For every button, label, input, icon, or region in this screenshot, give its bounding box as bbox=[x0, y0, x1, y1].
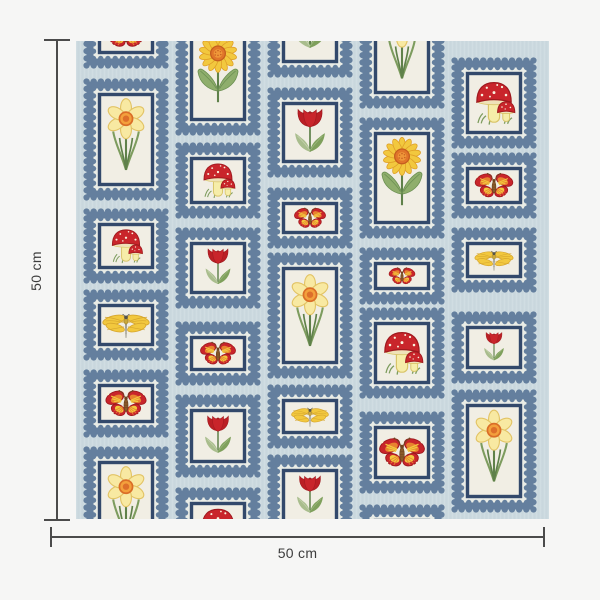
stamp-daffodil bbox=[359, 41, 445, 109]
stamp-butterfly bbox=[83, 41, 169, 69]
width-dimension-label: 50 cm bbox=[277, 545, 318, 561]
stamp-tulip bbox=[267, 41, 353, 78]
stamp-mushroom bbox=[175, 142, 261, 219]
stamp-sunflower bbox=[175, 41, 261, 136]
width-dimension-line bbox=[50, 527, 545, 547]
stamp-mushroom bbox=[83, 208, 169, 284]
stamp-mushroom bbox=[451, 57, 537, 149]
stamp-daffodil bbox=[83, 446, 169, 519]
stamp-tulip bbox=[267, 87, 353, 178]
stamp-butterfly bbox=[267, 187, 353, 249]
stamp-daffodil bbox=[451, 389, 537, 513]
stamp-tulip bbox=[451, 311, 537, 384]
pattern-swatch bbox=[76, 41, 549, 519]
stamp-sunflower bbox=[359, 117, 445, 239]
stamp-butterfly bbox=[359, 411, 445, 494]
stamp-daffodil bbox=[83, 78, 169, 201]
stamp-dragonfly bbox=[359, 504, 445, 519]
height-dimension-label: 50 cm bbox=[28, 251, 44, 291]
stamp-mushroom bbox=[175, 487, 261, 519]
stamp-butterfly bbox=[175, 321, 261, 386]
stamp-tulip bbox=[175, 394, 261, 478]
stamp-mushroom bbox=[359, 307, 445, 399]
stamp-butterfly bbox=[359, 247, 445, 305]
stamp-tulip bbox=[267, 454, 353, 519]
stamp-butterfly bbox=[451, 152, 537, 219]
stamp-tulip bbox=[175, 227, 261, 309]
stamp-dragonfly bbox=[267, 384, 353, 449]
stamp-butterfly bbox=[83, 369, 169, 438]
height-dimension-line bbox=[44, 39, 70, 521]
stamp-dragonfly bbox=[451, 227, 537, 293]
stamp-dragonfly bbox=[83, 289, 169, 361]
stamp-daffodil bbox=[267, 252, 353, 379]
